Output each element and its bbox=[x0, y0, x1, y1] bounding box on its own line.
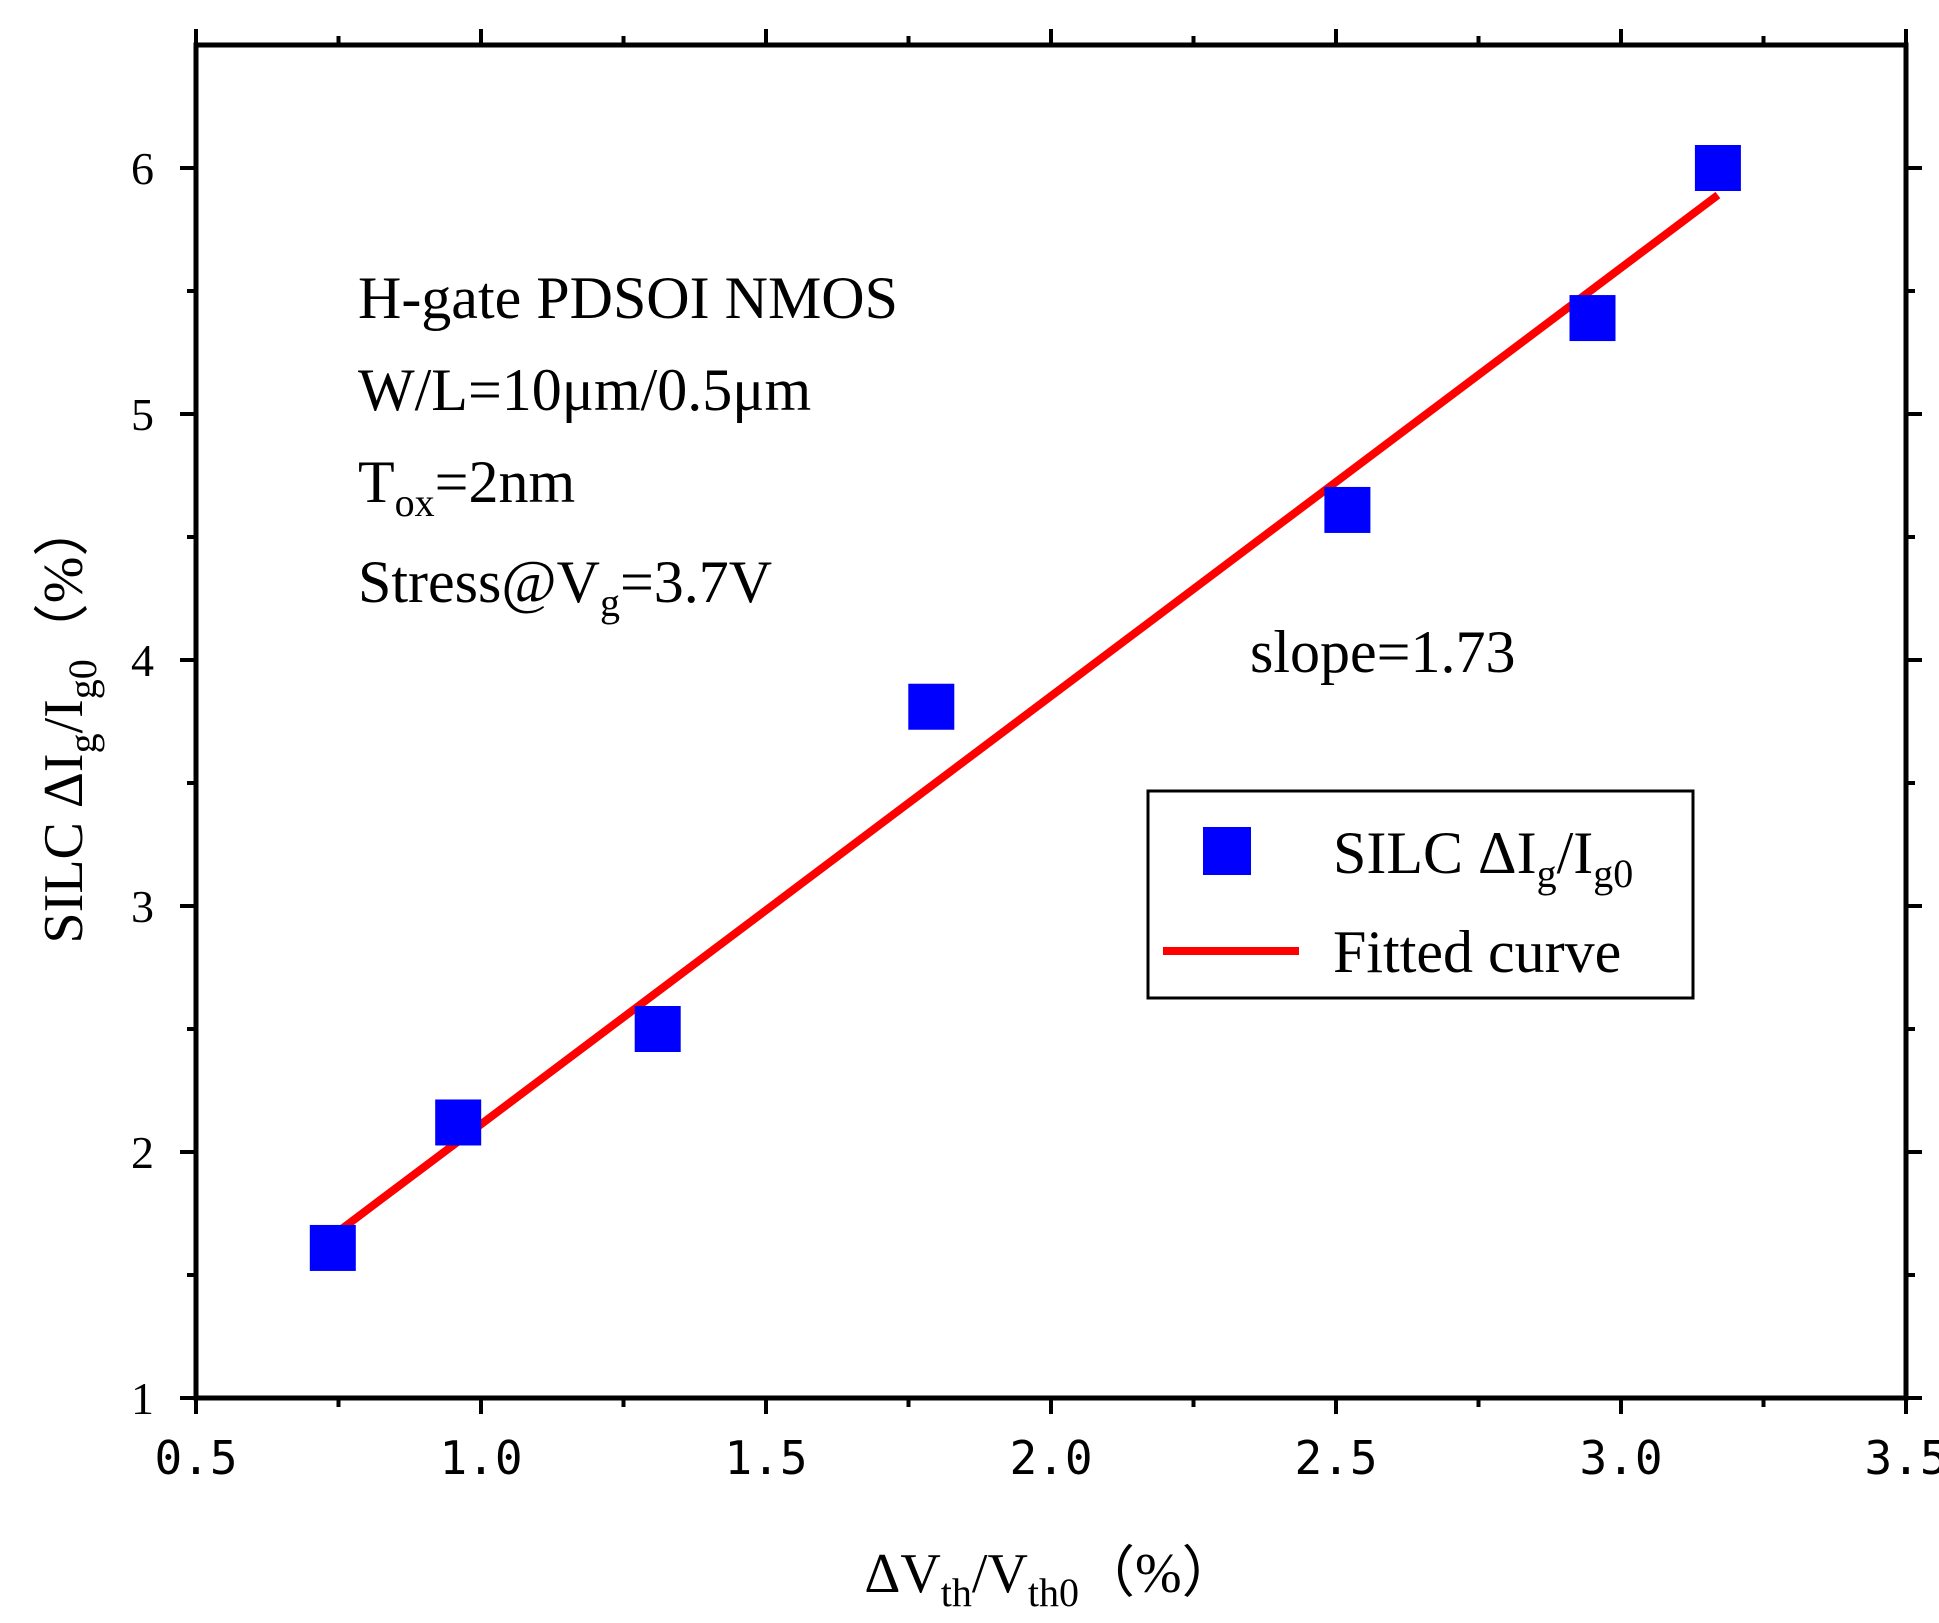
legend-scatter-main: SILC ΔI bbox=[1333, 820, 1537, 886]
x-axis-title: ΔVth/Vth0（%） bbox=[864, 1543, 1237, 1615]
y-tick-label: 3 bbox=[131, 881, 154, 932]
x-title-main: ΔV bbox=[864, 1543, 940, 1605]
y-tick-label: 6 bbox=[131, 143, 154, 194]
x-tick-label: 3.0 bbox=[1579, 1431, 1662, 1485]
x-tick-label: 1.0 bbox=[439, 1431, 522, 1485]
legend: SILC ΔIg/Ig0 Fitted curve bbox=[1146, 789, 1695, 1000]
data-point-marker bbox=[1569, 295, 1616, 342]
x-tick-label: 2.0 bbox=[1009, 1431, 1092, 1485]
y-tick-label: 2 bbox=[131, 1127, 154, 1178]
y-title-main: SILC ΔI bbox=[33, 753, 95, 943]
legend-scatter-marker bbox=[1203, 827, 1251, 875]
y-axis-title: SILC ΔIg/Ig0（%） bbox=[33, 501, 105, 944]
y-title-sub2: g0 bbox=[60, 659, 105, 699]
data-point-marker bbox=[309, 1224, 356, 1271]
data-point-marker bbox=[908, 683, 955, 730]
annotation-tox-rest: =2nm bbox=[435, 449, 576, 515]
x-tick-label: 2.5 bbox=[1294, 1431, 1377, 1485]
y-tick-label: 1 bbox=[131, 1373, 154, 1424]
annotation-device: H-gate PDSOI NMOS bbox=[358, 265, 898, 331]
x-tick-label: 1.5 bbox=[724, 1431, 807, 1485]
x-tick-label: 3.5 bbox=[1864, 1431, 1939, 1485]
annotation-tox-sub: ox bbox=[395, 480, 435, 525]
annotation-stress-main: Stress@V bbox=[358, 549, 600, 615]
legend-scatter-mid: /I bbox=[1557, 820, 1594, 886]
data-point-marker bbox=[1324, 486, 1371, 533]
annotation-stress: Stress@Vg=3.7V bbox=[358, 549, 772, 625]
x-tick-label: 0.5 bbox=[154, 1431, 237, 1485]
annotation-dimensions: W/L=10μm/0.5μm bbox=[358, 357, 811, 423]
y-title-unit: （%） bbox=[33, 501, 95, 660]
legend-scatter-label: SILC ΔIg/Ig0 bbox=[1333, 820, 1633, 896]
legend-box bbox=[1146, 789, 1695, 1000]
x-title-sub1: th bbox=[941, 1570, 972, 1615]
data-points-layer bbox=[309, 145, 1741, 1271]
data-point-marker bbox=[634, 1006, 681, 1052]
annotation-stress-sub: g bbox=[600, 580, 620, 625]
x-title-sub2: th0 bbox=[1028, 1570, 1079, 1615]
legend-scatter-sub2: g0 bbox=[1593, 851, 1633, 896]
annotation-oxide-thickness: Tox=2nm bbox=[358, 449, 575, 525]
annotation-slope: slope=1.73 bbox=[1250, 619, 1516, 685]
legend-line-label: Fitted curve bbox=[1333, 919, 1621, 985]
y-tick-label: 5 bbox=[131, 389, 154, 440]
annotation-tox-main: T bbox=[358, 449, 395, 515]
x-title-mid: /V bbox=[972, 1543, 1028, 1605]
y-title-sub1: g bbox=[60, 733, 105, 753]
annotation-stress-rest: =3.7V bbox=[620, 549, 772, 615]
y-tick-label: 4 bbox=[131, 635, 154, 686]
y-title-mid: /I bbox=[33, 699, 95, 733]
x-title-unit: （%） bbox=[1079, 1543, 1238, 1605]
legend-scatter-sub1: g bbox=[1537, 851, 1557, 896]
fitted-curve-layer bbox=[330, 191, 1721, 1239]
data-point-marker bbox=[1694, 145, 1741, 191]
axis-ticks: 0.5 1.0 1.5 2.0 2.5 3.0 3.5 1 2 3 4 5 6 bbox=[131, 29, 1939, 1485]
data-point-marker bbox=[435, 1099, 482, 1146]
fitted-curve-line bbox=[330, 191, 1721, 1239]
